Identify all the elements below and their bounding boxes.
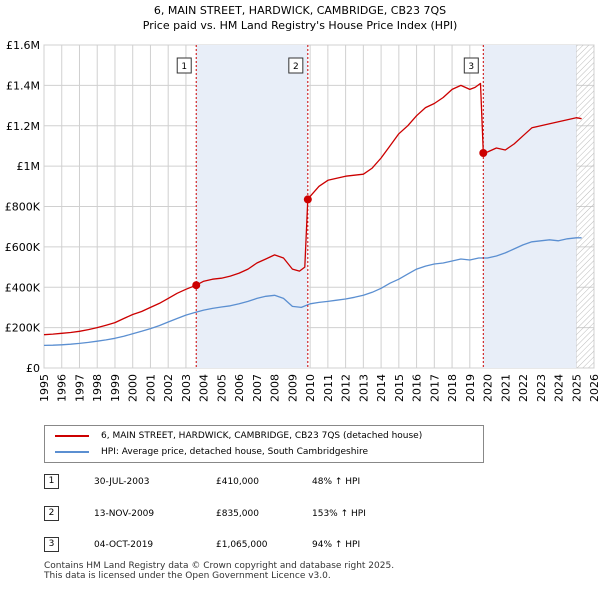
- property-price-line: [43, 82, 582, 336]
- x-tick-label: 2000: [127, 374, 140, 402]
- y-tick-label: £1.4M: [6, 79, 40, 92]
- footer-licence: This data is licensed under the Open Gov…: [44, 571, 331, 581]
- sale-date: 13-NOV-2009: [94, 509, 155, 519]
- legend-label-hpi: HPI: Average price, detached house, Sout…: [101, 447, 368, 457]
- sale-point: [303, 195, 312, 204]
- legend: 6, MAIN STREET, HARDWICK, CAMBRIDGE, CB2…: [44, 425, 484, 463]
- chart-subtitle: Price paid vs. HM Land Registry's House …: [143, 19, 458, 32]
- x-tick-label: 2020: [482, 374, 495, 402]
- y-tick-label: £800K: [5, 201, 41, 214]
- sale-row: 1 30-JUL-2003 £410,000 48% ↑ HPI: [44, 474, 464, 490]
- sale-marker-box: [463, 57, 479, 74]
- sale-date: 04-OCT-2019: [94, 540, 154, 550]
- sale-number: 3: [44, 537, 59, 552]
- price-chart: 6, MAIN STREET, HARDWICK, CAMBRIDGE, CB2…: [5, 4, 600, 402]
- legend-swatch-property: [55, 434, 89, 437]
- sale-shade-1: [196, 45, 308, 368]
- sale-number: 2: [44, 506, 59, 521]
- x-tick-label: 2014: [375, 374, 388, 402]
- x-tick-label: 1998: [91, 374, 104, 402]
- x-tick-label: 2006: [233, 374, 246, 402]
- sale-shade-3: [483, 45, 577, 368]
- sale-hpi-change: 94% ↑ HPI: [312, 540, 361, 550]
- x-tick-label: 2017: [428, 374, 441, 402]
- sale-marker-label: 2: [293, 62, 299, 72]
- x-tick-label: 2025: [570, 374, 583, 402]
- x-tick-label: 1995: [38, 374, 51, 402]
- legend-swatch-hpi: [55, 450, 89, 453]
- sale-marker-label: 1: [181, 62, 187, 72]
- x-tick-label: 2001: [144, 374, 157, 402]
- y-tick-label: £600K: [5, 241, 41, 254]
- x-tick-label: 2021: [499, 374, 512, 402]
- forecast-hatch: [576, 45, 594, 368]
- x-tick-label: 2012: [340, 374, 353, 402]
- x-tick-label: 1996: [56, 374, 69, 402]
- x-tick-label: 2015: [393, 374, 406, 402]
- sale-price: £410,000: [216, 477, 259, 487]
- sale-number: 1: [44, 474, 59, 489]
- y-tick-label: £400K: [5, 281, 41, 294]
- x-tick-label: 2008: [269, 374, 282, 402]
- series-lines: [43, 82, 582, 347]
- y-tick-label: £1.6M: [6, 39, 40, 52]
- sale-markers: 1 2 3: [176, 45, 488, 368]
- legend-label-property: 6, MAIN STREET, HARDWICK, CAMBRIDGE, CB2…: [101, 431, 423, 441]
- y-tick-label: £200K: [5, 322, 41, 335]
- x-tick-label: 2007: [251, 374, 264, 402]
- sale-marker-label: 3: [468, 62, 474, 72]
- x-tick-label: 2023: [535, 374, 548, 402]
- x-tick-label: 2002: [162, 374, 175, 402]
- sale-point: [192, 281, 201, 290]
- hpi-line: [43, 237, 582, 347]
- sale-hpi-change: 48% ↑ HPI: [312, 477, 361, 487]
- sale-hpi-change: 153% ↑ HPI: [312, 509, 366, 519]
- sale-shading: [196, 45, 594, 368]
- sale-date: 30-JUL-2003: [94, 477, 150, 487]
- x-tick-label: 2022: [517, 374, 530, 402]
- footer-copyright: Contains HM Land Registry data © Crown c…: [44, 561, 395, 571]
- chart-title: 6, MAIN STREET, HARDWICK, CAMBRIDGE, CB2…: [154, 4, 446, 17]
- x-tick-label: 2013: [357, 374, 370, 402]
- x-tick-label: 2004: [198, 374, 211, 402]
- footer: Contains HM Land Registry data © Crown c…: [44, 561, 394, 581]
- x-tick-label: 2005: [215, 374, 228, 402]
- sale-marker-box: [176, 57, 192, 74]
- x-axis-ticks: 1995 1996 1997 1998 1999 2000 2001 2002 2003 2004…: [38, 374, 600, 402]
- x-tick-label: 2018: [446, 374, 459, 402]
- y-axis-ticks: £0 £200K £400K £600K £800K £1M £1.2M £1.4M £1.6M: [5, 39, 41, 375]
- x-tick-label: 2016: [411, 374, 424, 402]
- y-tick-label: £1M: [17, 160, 41, 173]
- sale-point: [479, 149, 488, 158]
- x-tick-label: 2003: [180, 374, 193, 402]
- x-tick-label: 2026: [588, 374, 600, 402]
- x-tick-label: 2011: [322, 374, 335, 402]
- sale-row: 2 13-NOV-2009 £835,000 153% ↑ HPI: [44, 506, 464, 522]
- sale-price: £835,000: [216, 509, 259, 519]
- x-tick-label: 2024: [553, 374, 566, 402]
- y-tick-label: £1.2M: [6, 120, 40, 133]
- x-tick-label: 2009: [286, 374, 299, 402]
- x-tick-label: 1999: [109, 374, 122, 402]
- x-tick-label: 1997: [73, 374, 86, 402]
- sale-price: £1,065,000: [216, 540, 268, 550]
- sale-marker-box: [288, 57, 304, 74]
- sale-row: 3 04-OCT-2019 £1,065,000 94% ↑ HPI: [44, 537, 464, 553]
- x-tick-label: 2019: [464, 374, 477, 402]
- x-tick-label: 2010: [304, 374, 317, 402]
- legend-item-hpi: HPI: Average price, detached house, Sout…: [55, 444, 368, 460]
- y-tick-label: £0: [26, 362, 40, 375]
- legend-item-property: 6, MAIN STREET, HARDWICK, CAMBRIDGE, CB2…: [55, 428, 422, 444]
